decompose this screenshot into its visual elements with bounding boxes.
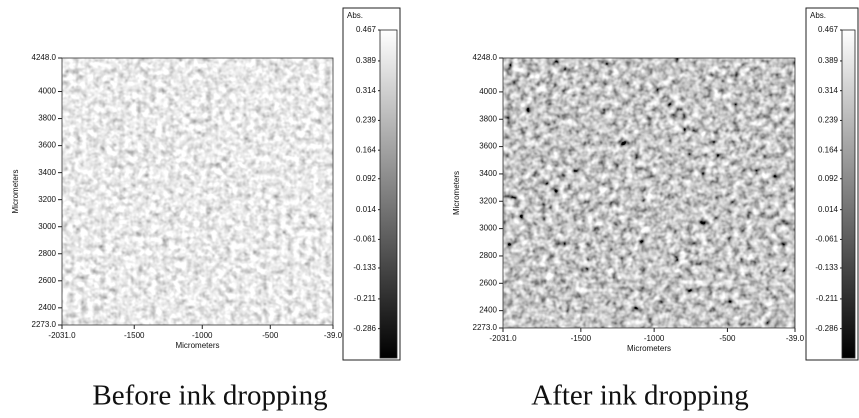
plot-frame (502, 57, 796, 329)
colorbar-tick-label: -0.286 (815, 324, 838, 333)
x-tick-label: -1000 (644, 334, 665, 343)
colorbar-tick-label: 0.467 (356, 25, 377, 34)
colorbar-tick-label: -0.211 (354, 294, 377, 303)
x-tick-label: -39.0 (324, 331, 343, 340)
x-axis-label: Micrometers (627, 344, 671, 353)
colorbar-tick-label: 0.014 (356, 205, 377, 214)
y-axis-label: Micrometers (452, 171, 461, 215)
x-tick-label: -39.0 (786, 334, 805, 343)
caption: After ink dropping (531, 380, 748, 412)
colorbar-tick-label: 0.164 (818, 145, 839, 154)
colorbar-tick-label: 0.014 (818, 205, 839, 214)
y-tick-label: 3800 (38, 114, 56, 123)
x-tick-label: -2031.0 (48, 331, 76, 340)
colorbar-tick-label: 0.092 (818, 174, 839, 183)
colorbar-tick-label: 0.164 (356, 145, 377, 154)
colorbar-tick-label: 0.389 (356, 56, 377, 65)
colorbar-tick-label: 0.092 (356, 174, 377, 183)
y-tick-label: 3400 (38, 168, 56, 177)
x-tick-label: -1000 (192, 331, 213, 340)
colorbar-title: Abs. (347, 11, 363, 20)
colorbar-title: Abs. (810, 11, 826, 20)
x-tick-label: -500 (262, 331, 279, 340)
y-tick-label: 3600 (38, 141, 56, 150)
colorbar-tick-label: -0.061 (815, 235, 838, 244)
y-tick-label: 3400 (479, 169, 497, 178)
colorbar-tick-label: 0.314 (818, 86, 839, 95)
y-tick-label: 2400 (38, 303, 56, 312)
x-axis-label: Micrometers (175, 341, 219, 350)
colorbar-tick-label: -0.211 (816, 294, 839, 303)
x-tick-label: -500 (719, 334, 736, 343)
colorbar-tick-label: -0.061 (353, 235, 376, 244)
colorbar-tick-label: 0.314 (356, 86, 377, 95)
caption: Before ink dropping (92, 380, 327, 412)
image-map (62, 58, 333, 325)
y-tick-label: 4000 (38, 87, 56, 96)
image-map (503, 58, 795, 328)
y-tick-label: 3000 (38, 222, 56, 231)
colorbar-tick-label: -0.286 (353, 324, 376, 333)
y-tick-label: 2600 (38, 276, 56, 285)
y-tick-label: 2400 (479, 306, 497, 315)
y-tick-label: 3200 (38, 195, 56, 204)
colorbar-tick-label: 0.239 (818, 116, 839, 125)
y-tick-label: 3200 (479, 196, 497, 205)
y-axis-label: Micrometers (11, 169, 20, 213)
x-tick-label: -1500 (571, 334, 592, 343)
x-tick-label: -1500 (124, 331, 145, 340)
y-tick-label: 2800 (38, 249, 56, 258)
y-tick-label: 3000 (479, 224, 497, 233)
y-tick-label: 4248.0 (32, 53, 57, 62)
y-tick-label: 2273.0 (32, 320, 57, 329)
colorbar-tick-label: 0.467 (818, 25, 839, 34)
colorbar (379, 29, 398, 359)
colorbar-tick-label: -0.133 (353, 263, 376, 272)
plot-frame (61, 57, 334, 326)
y-tick-label: 4000 (479, 87, 497, 96)
x-tick-label: -2031.0 (489, 334, 517, 343)
y-tick-label: 2800 (479, 251, 497, 260)
y-tick-label: 3600 (479, 142, 497, 151)
colorbar-tick-label: 0.239 (356, 116, 377, 125)
y-tick-label: 4248.0 (473, 53, 498, 62)
y-tick-label: 2600 (479, 278, 497, 287)
colorbar-tick-label: 0.389 (818, 56, 839, 65)
y-tick-label: 3800 (479, 114, 497, 123)
y-tick-label: 2273.0 (473, 323, 498, 332)
colorbar-tick-label: -0.133 (815, 263, 838, 272)
colorbar (841, 29, 856, 359)
